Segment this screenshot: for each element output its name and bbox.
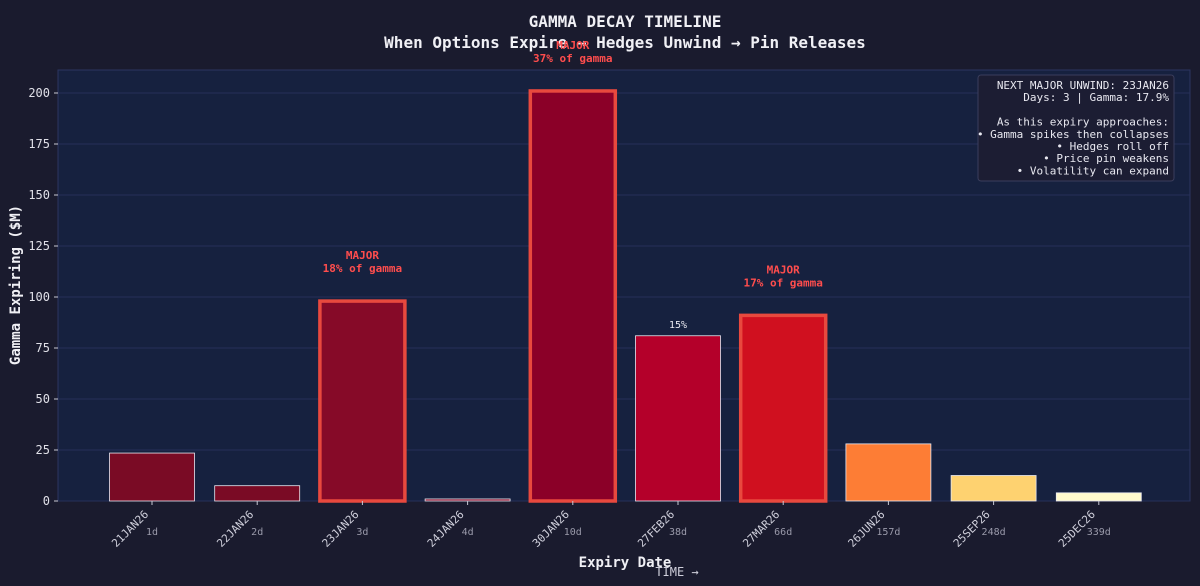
bars	[109, 89, 1142, 503]
info-box-line: • Hedges roll off	[1056, 140, 1169, 153]
y-tick-label: 50	[36, 392, 50, 406]
days-to-expiry-label: 4d	[462, 527, 474, 538]
info-box-line: Days: 3 | Gamma: 17.9%	[1023, 91, 1169, 104]
y-tick-label: 150	[28, 188, 50, 202]
y-tick-label: 200	[28, 86, 50, 100]
y-tick-label: 0	[43, 494, 50, 508]
y-axis-ticks: 0 25 50 75 100 125 150 175 200	[28, 86, 58, 508]
bar-25dec26	[1055, 492, 1142, 502]
x-tick-label: 23JAN26	[320, 508, 362, 550]
chart-title: GAMMA DECAY TIMELINE	[529, 12, 722, 31]
y-tick-label: 125	[28, 239, 50, 253]
bar-30jan26	[528, 89, 618, 503]
info-box-line: As this expiry approaches:	[997, 116, 1169, 129]
days-to-expiry-label: 339d	[1087, 527, 1111, 538]
x-tick-label: 21JAN26	[109, 508, 151, 550]
bar-25sep26	[950, 475, 1037, 502]
bar-27mar26	[738, 313, 828, 503]
info-box-line: • Price pin weakens	[1043, 152, 1169, 165]
major-label: MAJOR	[556, 39, 589, 52]
days-to-expiry-label: 157d	[876, 527, 900, 538]
y-tick-label: 100	[28, 290, 50, 304]
days-to-expiry-label: 66d	[774, 527, 792, 538]
bar-23jan26	[318, 299, 407, 503]
major-pct-label: 18% of gamma	[323, 262, 402, 275]
info-box-line: • Volatility can expand	[1017, 164, 1169, 177]
major-pct-label: 37% of gamma	[533, 52, 612, 65]
days-to-expiry-label: 2d	[251, 527, 263, 538]
chart-subtitle: When Options Expire → Hedges Unwind → Pi…	[384, 33, 866, 52]
bar-24jan26	[424, 498, 511, 502]
major-label: MAJOR	[767, 263, 800, 276]
info-box-background	[977, 74, 1175, 182]
x-axis-label: Expiry Date	[579, 555, 672, 571]
x-tick-label: 24JAN26	[425, 508, 467, 550]
days-to-expiry-label: 10d	[564, 527, 582, 538]
y-tick-label: 75	[36, 341, 50, 355]
major-label: MAJOR	[346, 249, 379, 262]
time-arrow-label: TIME →	[655, 565, 698, 579]
days-to-expiry-label: 3d	[356, 527, 368, 538]
x-tick-label: 22JAN26	[214, 508, 256, 550]
bar-22jan26	[214, 485, 301, 502]
major-pct-label: 17% of gamma	[743, 276, 822, 289]
y-tick-label: 175	[28, 137, 50, 151]
days-to-expiry-label: 248d	[982, 527, 1006, 538]
bar-21jan26	[109, 452, 195, 502]
bar-pct-label: 15%	[669, 320, 687, 331]
bar-26jun26	[845, 443, 932, 502]
days-to-expiry-label: 38d	[669, 527, 687, 538]
info-box-line: NEXT MAJOR UNWIND: 23JAN26	[997, 79, 1169, 92]
y-axis-label: Gamma Expiring ($M)	[8, 205, 24, 365]
y-tick-label: 25	[36, 443, 50, 457]
bar-27feb26	[635, 335, 721, 502]
info-box-line: • Gamma spikes then collapses	[977, 128, 1169, 141]
days-to-expiry-label: 1d	[146, 527, 158, 538]
